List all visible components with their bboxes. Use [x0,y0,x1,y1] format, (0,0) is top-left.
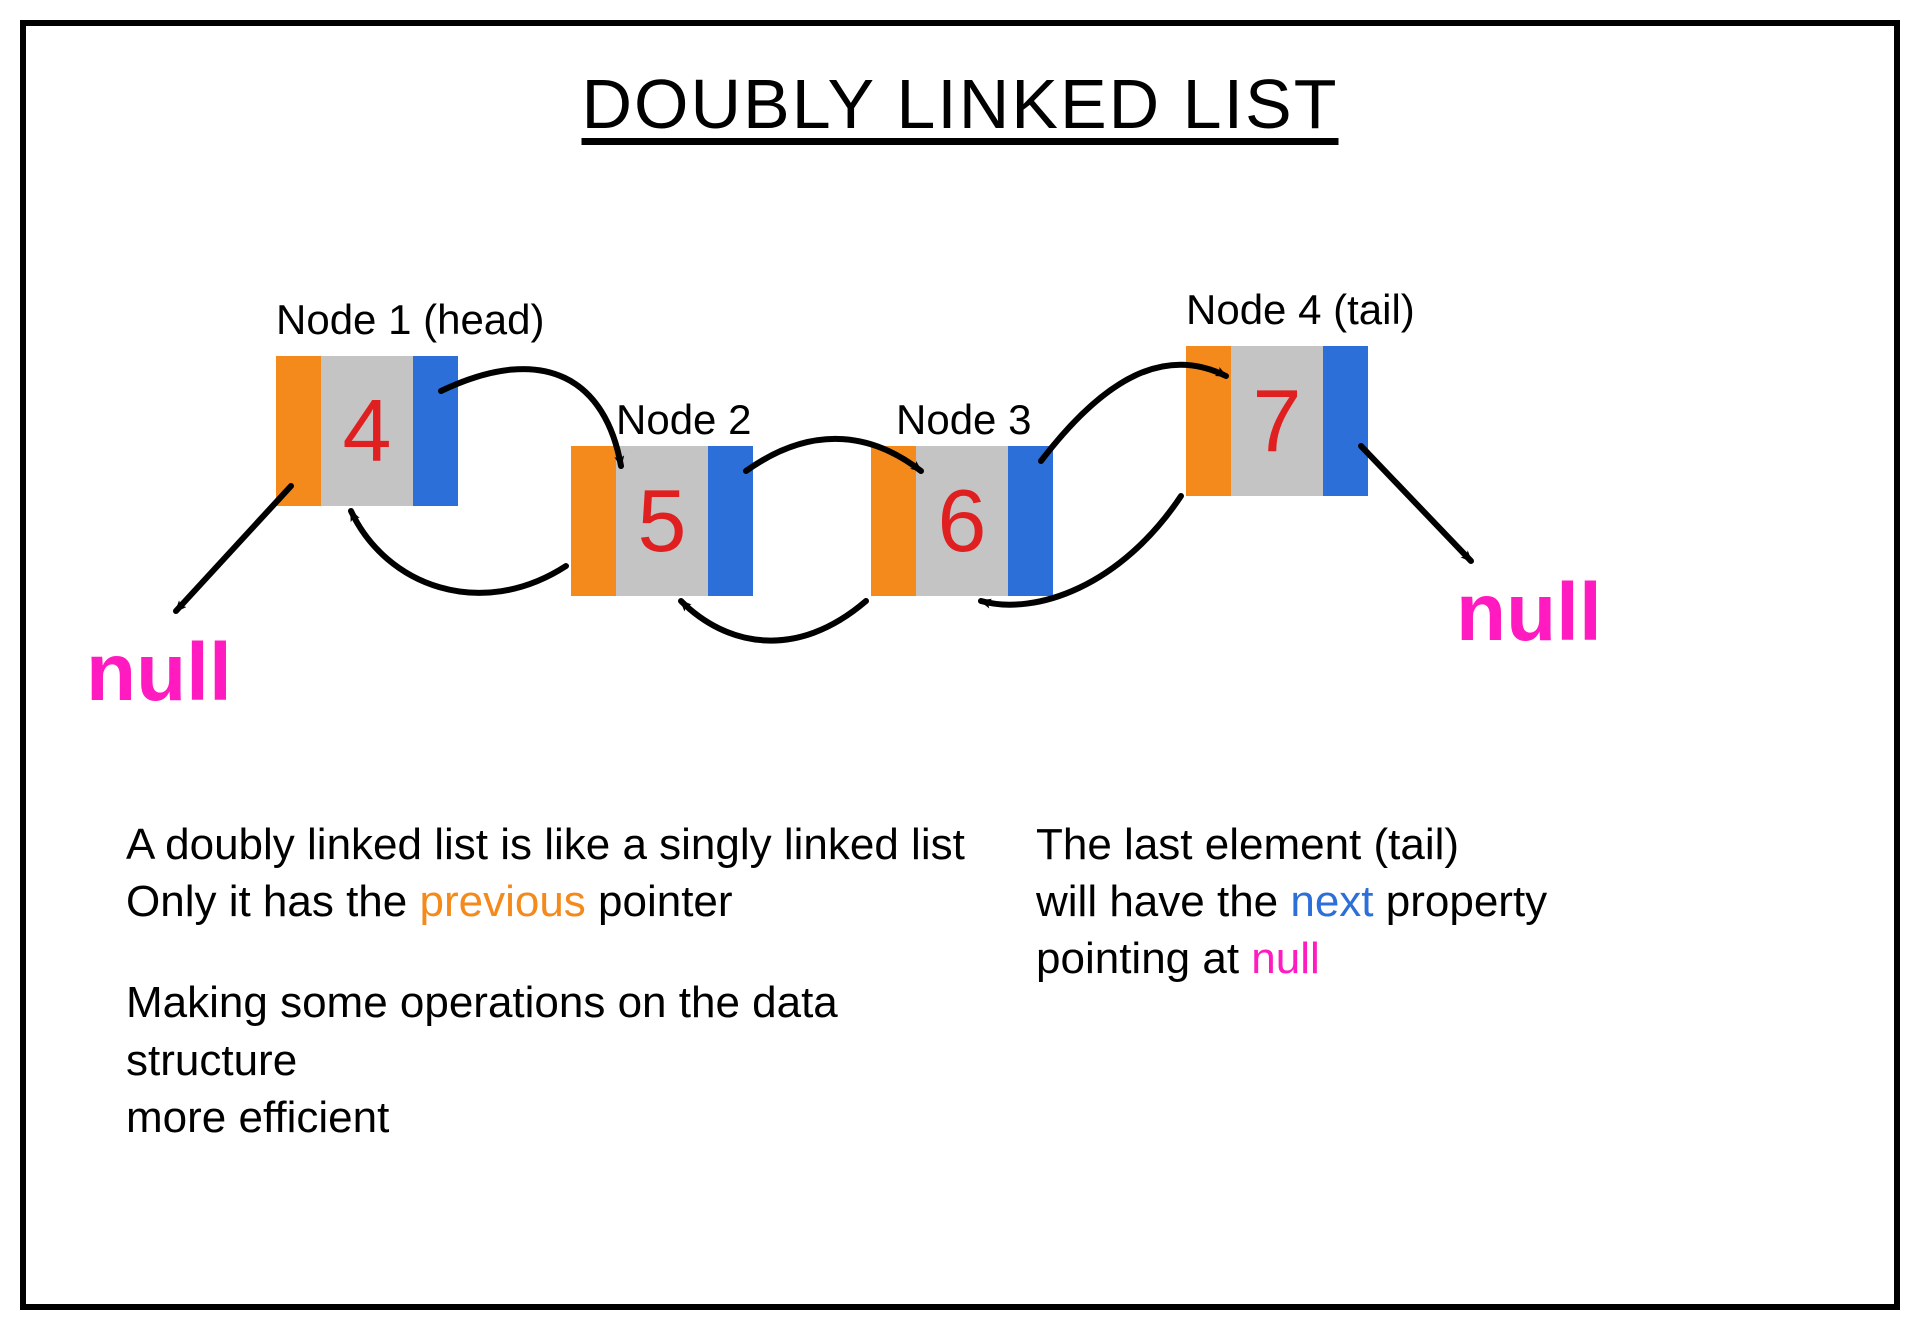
node-value-segment: 4 [321,356,413,506]
diagram-frame: DOUBLY LINKED LIST Node 1 (head) Node 2 … [20,20,1900,1310]
diagram-title: DOUBLY LINKED LIST [26,64,1894,144]
node-value-segment: 6 [916,446,1008,596]
node-label-3: Node 3 [896,396,1031,444]
node-value-segment: 7 [1231,346,1323,496]
caption-line: more efficient [126,1089,986,1146]
null-left: null [86,626,232,720]
node-prev-segment [276,356,321,506]
arrow-2-prev [351,511,566,593]
node-3: 6 [871,446,1053,596]
caption-line: Making some operations on the data struc… [126,974,986,1088]
node-label-4: Node 4 (tail) [1186,286,1415,334]
node-2: 5 [571,446,753,596]
node-1: 4 [276,356,458,506]
arrow-head-to-null [176,486,291,611]
highlight-next: next [1290,877,1373,926]
node-next-segment [1323,346,1368,496]
node-prev-segment [571,446,616,596]
node-value-segment: 5 [616,446,708,596]
caption-left: A doubly linked list is like a singly li… [126,816,986,1146]
node-4: 7 [1186,346,1368,496]
node-label-1: Node 1 (head) [276,296,545,344]
node-value: 6 [938,470,987,572]
caption-right: The last element (tail) will have the ne… [1036,816,1656,988]
node-value: 7 [1253,370,1302,472]
node-next-segment [708,446,753,596]
arrow-3-prev [681,601,866,641]
caption-line: A doubly linked list is like a singly li… [126,816,986,873]
null-right: null [1456,566,1602,660]
node-prev-segment [871,446,916,596]
node-next-segment [1008,446,1053,596]
node-value: 4 [343,380,392,482]
caption-line: will have the next property [1036,873,1656,930]
node-label-2: Node 2 [616,396,751,444]
caption-line: The last element (tail) [1036,816,1656,873]
highlight-null: null [1251,934,1320,983]
node-value: 5 [638,470,687,572]
caption-line: pointing at null [1036,930,1656,987]
node-prev-segment [1186,346,1231,496]
arrow-tail-to-null [1361,446,1471,561]
caption-line: Only it has the previous pointer [126,873,986,930]
highlight-previous: previous [419,877,585,926]
node-next-segment [413,356,458,506]
